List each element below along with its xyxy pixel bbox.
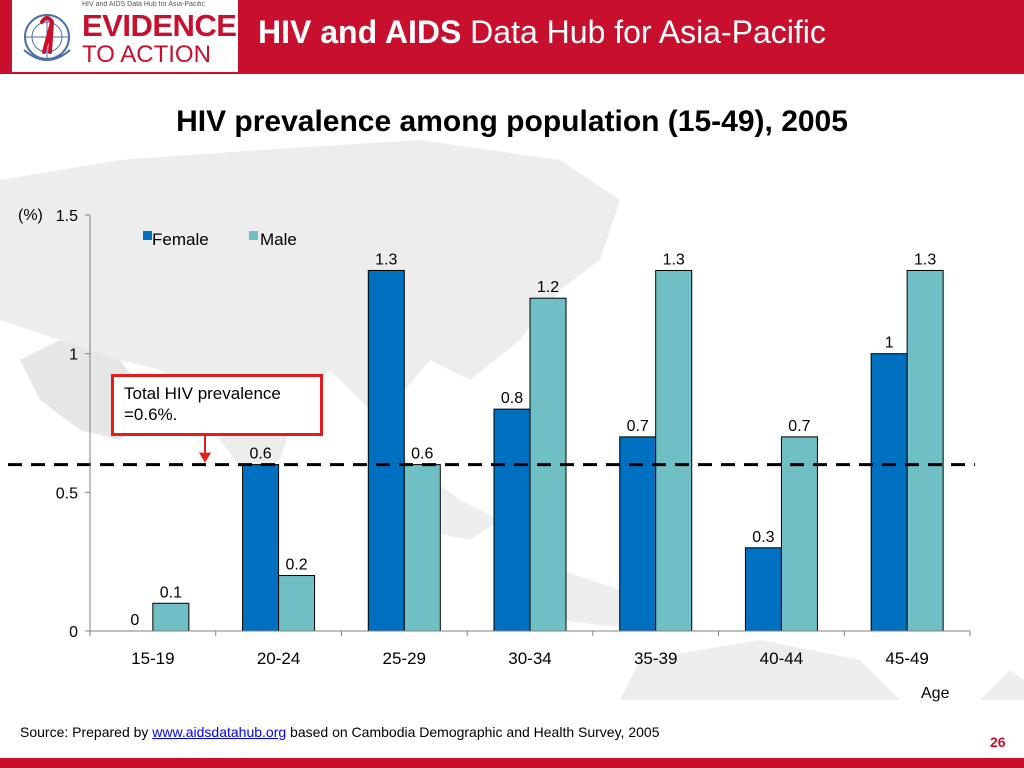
legend-label-male: Male — [260, 230, 297, 249]
legend: Female Male — [143, 230, 297, 249]
legend-swatch-male — [249, 231, 258, 240]
x-tick-label: 35-39 — [634, 649, 677, 668]
legend-swatch-female — [143, 231, 152, 240]
logo-subtitle: HIV and AIDS Data Hub for Asia-Pacific — [82, 1, 205, 8]
un-emblem-icon — [23, 14, 71, 61]
bar-female — [493, 408, 531, 632]
bar-female — [367, 269, 405, 632]
source-prefix: Source: Prepared by — [20, 724, 153, 740]
bar-male — [403, 464, 441, 632]
x-axis-label: Age — [921, 685, 950, 702]
x-tick-label: 40-44 — [760, 649, 803, 668]
y-tick-label: 1 — [69, 347, 78, 364]
data-label-male: 1.2 — [537, 279, 559, 296]
source-link[interactable]: www.aidsdatahub.org — [152, 724, 287, 740]
bar-male — [780, 436, 818, 632]
bar-female — [242, 464, 280, 632]
x-tick-label: 20-24 — [257, 649, 300, 668]
data-label-male: 0.2 — [285, 557, 307, 574]
data-label-male: 0.1 — [160, 584, 182, 601]
footer-bar — [0, 758, 1024, 768]
y-ticks: 0 0.5 1 1.5 — [56, 208, 90, 641]
logo-to-action: TO ACTION — [82, 41, 211, 68]
x-ticks: 15-19 20-24 25-29 30-34 35-39 40-44 45-49 — [89, 631, 971, 668]
data-label-male: 1.3 — [663, 251, 685, 268]
y-tick-label: 1.5 — [56, 208, 78, 225]
bar-male — [152, 602, 190, 632]
bar-male — [278, 575, 316, 632]
source-note: Source: Prepared by www.aidsdatahub.org … — [20, 724, 659, 740]
header-bar: HIV and AIDS Data Hub for Asia-Pacific E… — [0, 0, 1024, 74]
data-label-female: 0.8 — [501, 390, 523, 407]
data-label-female: 0.7 — [627, 418, 649, 435]
y-tick-label: 0 — [69, 624, 78, 641]
data-label-female: 1 — [885, 335, 894, 352]
data-label-male: 0.7 — [788, 418, 810, 435]
x-tick-label: 15-19 — [131, 649, 174, 668]
legend-label-female: Female — [152, 230, 209, 249]
y-tick-label: 0.5 — [56, 485, 78, 502]
bar-female — [744, 547, 782, 632]
page-number: 26 — [990, 734, 1006, 750]
annotation-box: Total HIV prevalence =0.6%. — [111, 374, 323, 436]
bar-female — [619, 436, 657, 632]
data-label-female: 1.3 — [375, 251, 397, 268]
x-tick-label: 45-49 — [885, 649, 928, 668]
bar-female — [870, 353, 908, 632]
header-title: HIV and AIDS Data Hub for Asia-Pacific — [258, 14, 826, 51]
x-tick-label: 30-34 — [508, 649, 551, 668]
annotation-arrow-head — [199, 452, 211, 463]
bars-layer — [152, 269, 944, 632]
slide-title: HIV prevalence among population (15-49),… — [176, 105, 848, 138]
logo-evidence: EVIDENCE — [82, 8, 237, 43]
header-title-rest: Data Hub for Asia-Pacific — [461, 14, 826, 50]
logo: HIV and AIDS Data Hub for Asia-Pacific E… — [12, 0, 238, 72]
data-labels: 0 0.6 1.3 0.8 0.7 0.3 1 0.1 0.2 0.6 1.2 1.3 0.7 1.3 — [130, 251, 936, 629]
y-axis-label: (%) — [18, 207, 43, 224]
header-title-bold: HIV and AIDS — [258, 14, 462, 50]
data-label-female: 0 — [130, 612, 139, 629]
data-label-female: 0.6 — [249, 446, 271, 463]
source-suffix: based on Cambodia Demographic and Health… — [286, 724, 660, 740]
x-tick-label: 25-29 — [383, 649, 426, 668]
data-label-male: 0.6 — [411, 446, 433, 463]
data-label-male: 1.3 — [914, 251, 936, 268]
bar-male — [655, 269, 693, 632]
bar-male — [906, 269, 944, 632]
data-label-female: 0.3 — [752, 529, 774, 546]
